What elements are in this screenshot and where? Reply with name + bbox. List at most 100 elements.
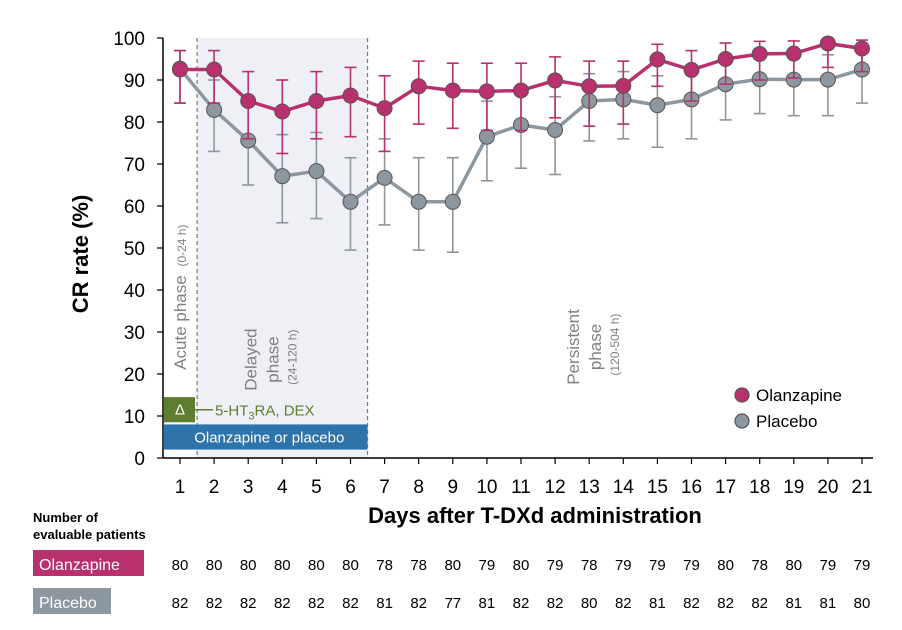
x-tick-label: 13 (579, 477, 600, 498)
y-tick-label: 20 (124, 365, 145, 386)
acute-phase-label: Acute phase (0-24 h) (171, 225, 190, 370)
placebo-count: 82 (308, 595, 325, 612)
placebo-count: 81 (649, 595, 666, 612)
olanzapine-point (206, 61, 223, 78)
x-tick-label: 15 (647, 477, 668, 498)
olanzapine-point (274, 103, 291, 120)
y-tick-label: 60 (124, 197, 145, 218)
olanzapine-point (547, 72, 564, 89)
placebo-count: 82 (206, 595, 223, 612)
legend-olanzapine-label: Olanzapine (756, 386, 842, 405)
y-tick-label: 50 (124, 239, 145, 260)
olanzapine-point (342, 87, 359, 104)
x-tick-label: 5 (311, 477, 322, 498)
placebo-row-label-bg (33, 588, 111, 614)
x-tick-label: 14 (613, 477, 635, 498)
y-tick-label: 70 (124, 155, 145, 176)
olanzapine-or-placebo-label: Olanzapine or placebo (194, 430, 344, 447)
x-tick-label: 10 (476, 477, 497, 498)
antiemetic-bar (164, 397, 196, 423)
legend-placebo-marker (734, 413, 750, 429)
olanzapine-point (444, 82, 461, 99)
olanzapine-count: 80 (240, 557, 257, 574)
x-tick-label: 19 (783, 477, 804, 498)
x-tick-label: 7 (379, 477, 390, 498)
olanzapine-count: 80 (717, 557, 734, 574)
olanzapine-point (376, 100, 393, 117)
x-tick-label: 2 (209, 477, 220, 498)
olanzapine-point (785, 45, 802, 62)
olanzapine-point (172, 61, 188, 78)
olanzapine-or-placebo-bar (164, 424, 368, 450)
olanzapine-point (854, 40, 870, 57)
olanzapine-count: 78 (376, 557, 393, 574)
olanzapine-count: 79 (683, 557, 700, 574)
placebo-point (547, 121, 564, 138)
placebo-count: 82 (274, 595, 291, 612)
placebo-count: 82 (172, 595, 189, 612)
placebo-count: 77 (444, 595, 461, 612)
olanzapine-count: 80 (444, 557, 461, 574)
x-tick-label: 8 (413, 477, 424, 498)
placebo-point (410, 193, 427, 210)
olanzapine-count: 79 (820, 557, 837, 574)
placebo-point (376, 169, 393, 186)
x-tick-label: 11 (511, 477, 531, 498)
olanzapine-point (478, 83, 495, 100)
patients-header-line1: Number of (33, 510, 99, 525)
x-tick-label: 12 (545, 477, 566, 498)
olanzapine-count: 79 (615, 557, 632, 574)
x-tick-label: 21 (851, 477, 872, 498)
placebo-count: 82 (717, 595, 734, 612)
legend-placebo-label: Placebo (756, 412, 817, 431)
placebo-count: 82 (240, 595, 257, 612)
olanzapine-count: 79 (649, 557, 666, 574)
placebo-point (274, 168, 291, 185)
olanzapine-point (819, 35, 836, 52)
olanzapine-count: 80 (206, 557, 223, 574)
x-tick-label: 4 (277, 477, 288, 498)
olanzapine-count: 80 (513, 557, 530, 574)
placebo-count: 82 (513, 595, 530, 612)
delayed-phase-label: Delayed phase (24-120 h) (242, 324, 300, 391)
placebo-count: 82 (547, 595, 564, 612)
olanzapine-point (581, 78, 598, 95)
olanzapine-count: 80 (342, 557, 359, 574)
placebo-point (342, 193, 359, 210)
olanzapine-point (717, 51, 734, 67)
placebo-count: 82 (751, 595, 768, 612)
olanzapine-point (410, 78, 427, 95)
x-tick-label: 3 (243, 477, 254, 498)
placebo-point (308, 163, 325, 180)
y-axis-label: CR rate (%) (68, 195, 93, 314)
placebo-point (206, 101, 223, 118)
olanzapine-row-label-bg (33, 550, 144, 576)
x-tick-label: 17 (715, 477, 736, 498)
x-tick-label: 18 (749, 477, 770, 498)
olanzapine-count: 79 (479, 557, 496, 574)
placebo-count: 81 (376, 595, 393, 612)
placebo-row-label: Placebo (39, 595, 97, 612)
olanzapine-count: 79 (547, 557, 564, 574)
legend: Olanzapine Placebo (734, 386, 842, 431)
y-tick-label: 30 (124, 323, 145, 344)
y-tick-label: 40 (124, 281, 145, 302)
olanzapine-count: 80 (785, 557, 802, 574)
placebo-count: 82 (410, 595, 427, 612)
placebo-point (444, 193, 461, 210)
x-axis-label: Days after T-DXd administration (368, 503, 702, 528)
x-tick-label: 1 (175, 477, 186, 498)
olanzapine-count: 80 (274, 557, 291, 574)
olanzapine-count: 78 (751, 557, 768, 574)
y-tick-label: 10 (124, 407, 145, 428)
olanzapine-count: 79 (854, 557, 871, 574)
olanzapine-row-label: Olanzapine (39, 557, 120, 574)
placebo-point (649, 97, 666, 114)
olanzapine-point (615, 77, 632, 94)
placebo-count: 81 (785, 595, 802, 612)
placebo-point (819, 71, 836, 88)
olanzapine-count: 80 (308, 557, 325, 574)
y-tick-label: 0 (134, 449, 145, 470)
y-tick-label: 80 (124, 113, 145, 134)
